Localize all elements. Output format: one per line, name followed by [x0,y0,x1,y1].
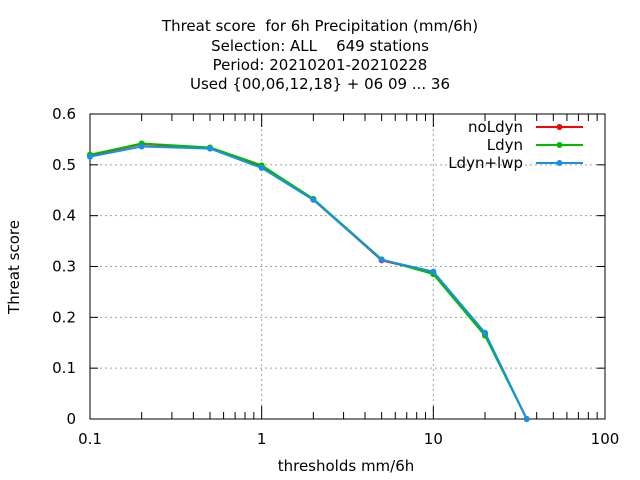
grid-lines [90,114,605,419]
data-point [430,268,437,275]
legend-label: Ldyn [487,136,523,154]
data-series [87,140,530,422]
x-tick-label: 1 [257,430,267,448]
legend-label: noLdyn [468,118,523,136]
plot-border [89,113,606,420]
series-Ldyn [87,140,530,422]
legend-swatch-marker [556,160,563,166]
data-point [87,153,93,160]
legend-label: Ldyn+lwp [448,154,523,172]
y-tick-label: 0.2 [52,308,76,326]
chart-title-line-4: Used {00,06,12,18} + 06 09 ... 36 [189,75,451,93]
y-tick-label: 0.3 [52,258,76,276]
x-tick-label: 10 [424,430,443,448]
y-tick-label: 0.4 [52,207,76,225]
x-tick-label: 0.1 [78,430,102,448]
y-tick-label: 0.1 [52,359,76,377]
data-point [138,143,145,150]
x-axis-label: thresholds mm/6h [278,457,415,475]
series-line [89,143,528,420]
y-axis-label: Threat score [5,220,23,315]
chart-title-line-3: Period: 20210201-20210228 [212,56,428,74]
data-point [378,256,385,263]
legend-swatch-marker [556,142,563,148]
series-line [89,142,528,420]
x-tick-label: 100 [591,430,620,448]
y-tick-label: 0 [66,410,76,428]
axes: 00.10.20.30.40.50.60.1 1 10 100 [52,105,619,448]
data-point [206,145,213,152]
legend-swatch-marker [556,124,563,130]
chart-title-line-2: Selection: ALL 649 stations [211,37,429,55]
data-point [523,416,530,422]
data-point [310,196,317,203]
y-tick-label: 0.5 [52,156,76,174]
series-Ldyn+lwp [87,143,530,422]
series-line [89,145,528,420]
data-point [258,164,265,171]
series-noLdyn [87,140,530,422]
chart-title-line-1: Threat score for 6h Precipitation (mm/6h… [161,17,479,35]
data-point [482,329,489,336]
y-tick-label: 0.6 [52,105,76,123]
